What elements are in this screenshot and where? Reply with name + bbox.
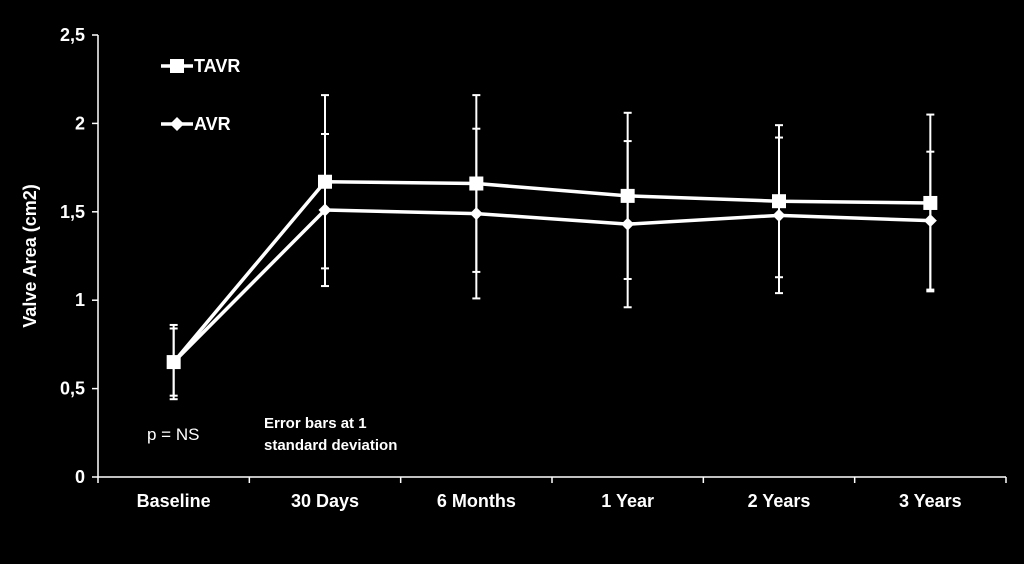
error-bars <box>169 94 935 401</box>
marker-square-tavr <box>620 188 635 203</box>
x-tick-label: 1 Year <box>601 491 654 511</box>
series-markers <box>166 174 938 370</box>
legend: TAVR AVR <box>161 56 240 134</box>
y-tick-label: 1,5 <box>60 202 85 222</box>
error-bars-note-line1: Error bars at 1 <box>264 415 367 432</box>
marker-diamond-avr <box>469 207 483 221</box>
legend-item-tavr: TAVR <box>161 56 240 76</box>
series-lines <box>172 179 931 364</box>
marker-square-tavr <box>318 174 332 189</box>
x-tick-label: Baseline <box>137 491 211 511</box>
y-tick-label: 2,5 <box>60 25 85 45</box>
series-line-avr <box>172 208 931 364</box>
legend-label-avr: AVR <box>194 114 231 134</box>
x-tick-label: 3 Years <box>899 491 962 511</box>
legend-marker-diamond <box>170 117 184 131</box>
y-tick-label: 0,5 <box>60 379 85 399</box>
y-tick-label: 1 <box>75 290 85 310</box>
legend-item-avr: AVR <box>161 114 231 134</box>
marker-diamond-avr <box>772 208 786 222</box>
marker-square-tavr <box>923 195 938 210</box>
error-bars-note-line2: standard deviation <box>264 437 397 454</box>
marker-diamond-avr <box>621 217 635 231</box>
marker-diamond-avr <box>923 214 937 228</box>
series-line-tavr <box>172 179 931 364</box>
x-tick-label: 6 Months <box>437 491 516 511</box>
legend-marker-square <box>170 59 184 73</box>
marker-square-tavr <box>469 176 484 191</box>
marker-square-tavr <box>772 194 786 209</box>
x-tick-label: 2 Years <box>748 491 811 511</box>
x-axis-ticks: Baseline 30 Days 6 Months 1 Year 2 Years 3 Ye… <box>97 477 1007 511</box>
y-axis-ticks: 0 0,5 1 1,5 2 2,5 <box>60 25 98 487</box>
y-tick-label: 2 <box>75 113 85 133</box>
marker-diamond-avr <box>167 355 181 369</box>
marker-diamond-avr <box>318 203 332 217</box>
legend-label-tavr: TAVR <box>194 56 240 76</box>
x-tick-label: 30 Days <box>291 491 359 511</box>
y-tick-label: 0 <box>75 467 85 487</box>
p-value-annotation: p = NS <box>147 425 199 444</box>
y-axis-title: Valve Area (cm2) <box>20 184 40 327</box>
